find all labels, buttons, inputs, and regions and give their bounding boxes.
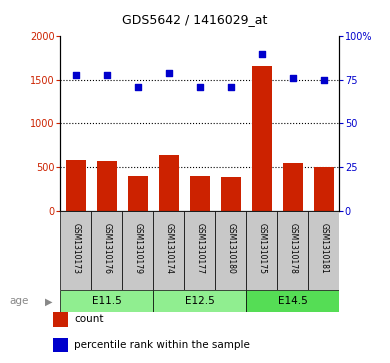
Bar (283, 163, 303, 211)
Text: percentile rank within the sample: percentile rank within the sample (74, 340, 250, 350)
Bar (215, 211, 246, 290)
Point (135, 84, 141, 90)
Bar (97, 161, 117, 211)
Text: age: age (10, 296, 29, 306)
Point (290, 75, 296, 81)
Point (166, 70, 172, 76)
Bar (252, 66, 272, 211)
Bar (314, 167, 334, 211)
Point (228, 84, 234, 90)
Bar (122, 211, 153, 290)
Bar (246, 290, 339, 312)
Bar (60, 290, 153, 312)
Bar (60, 211, 91, 290)
Point (104, 72, 110, 78)
Text: GSM1310177: GSM1310177 (195, 223, 204, 274)
Text: count: count (74, 314, 104, 325)
Bar (246, 211, 277, 290)
Point (259, 51, 265, 57)
Text: ▶: ▶ (45, 296, 52, 306)
Bar (159, 155, 179, 211)
Text: E14.5: E14.5 (278, 296, 308, 306)
Bar (128, 176, 148, 211)
Text: GDS5642 / 1416029_at: GDS5642 / 1416029_at (122, 13, 268, 26)
Bar (190, 176, 210, 211)
Bar (277, 211, 308, 290)
Bar (153, 290, 246, 312)
Bar (184, 211, 215, 290)
Text: GSM1310180: GSM1310180 (226, 224, 235, 274)
Text: GSM1310178: GSM1310178 (288, 224, 297, 274)
Point (197, 84, 203, 90)
Text: GSM1310174: GSM1310174 (165, 223, 174, 274)
Bar (308, 211, 339, 290)
Text: E11.5: E11.5 (92, 296, 122, 306)
Bar (91, 211, 122, 290)
Bar (221, 178, 241, 211)
Text: GSM1310176: GSM1310176 (103, 223, 112, 274)
Point (73, 72, 79, 78)
Text: GSM1310179: GSM1310179 (133, 223, 142, 274)
Text: GSM1310181: GSM1310181 (319, 224, 328, 274)
Point (321, 77, 327, 83)
Bar (66, 160, 86, 211)
Text: GSM1310175: GSM1310175 (257, 223, 266, 274)
Bar (153, 211, 184, 290)
Text: GSM1310173: GSM1310173 (71, 223, 80, 274)
Text: E12.5: E12.5 (185, 296, 215, 306)
